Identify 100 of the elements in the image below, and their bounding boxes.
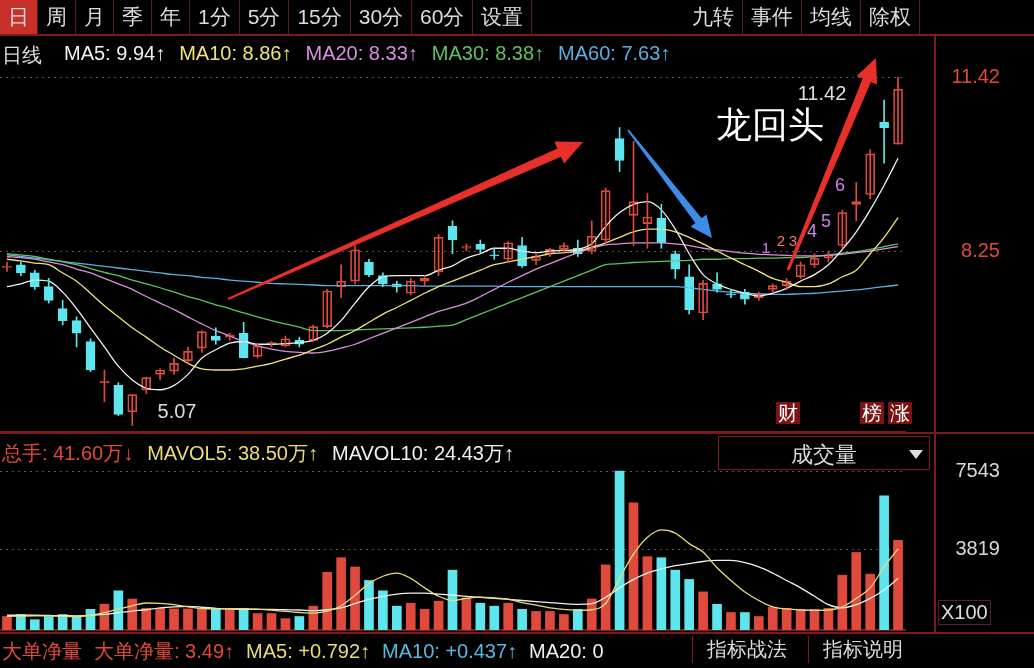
bar: [224, 608, 235, 630]
bar: [586, 598, 597, 630]
text: 30分: [350, 0, 413, 34]
bar: [893, 539, 903, 630]
text: X100: [938, 600, 991, 625]
text: 60分: [412, 0, 474, 34]
text: 九转: [684, 0, 743, 34]
annotation: 11.42: [797, 82, 847, 104]
candlestick: [726, 289, 736, 298]
text: MA5: +0.792↑: [246, 639, 371, 663]
text: MA10: +0.437↑: [382, 639, 518, 663]
annotation: 6: [834, 175, 846, 196]
text: MA5: 9.94↑: [64, 42, 166, 66]
bar: [141, 607, 152, 630]
text: 设置: [473, 0, 533, 34]
bar: [767, 606, 778, 630]
text: MA10: 8.86↑: [179, 42, 292, 66]
text: 指标说明: [808, 636, 917, 663]
bar: [851, 552, 862, 630]
y-tick-label: 11.42: [951, 64, 1000, 87]
text: 大单净量: 3.49↑: [94, 638, 235, 664]
annotation: 5.07: [157, 400, 197, 422]
bar: [29, 619, 40, 630]
bar: [155, 607, 165, 630]
bar: [197, 609, 207, 630]
bar: [43, 616, 54, 630]
text: 15分: [289, 0, 351, 34]
text: 大单净量: [2, 638, 82, 664]
annotation: 成交量: [791, 441, 857, 469]
bar: [350, 566, 360, 630]
bar: [698, 591, 708, 630]
bar: [169, 608, 179, 630]
bar: [684, 579, 695, 630]
y-tick-label: 8.25: [961, 238, 1000, 261]
text: MAVOL10: 24.43万↑: [332, 441, 514, 466]
line-series: [6, 529, 899, 618]
bar: [266, 613, 277, 630]
annotation: 4: [806, 221, 818, 242]
bar: [183, 608, 193, 630]
bar: [280, 618, 291, 630]
text: 5分: [239, 0, 290, 34]
text: 日: [0, 0, 38, 34]
annotation: 3: [788, 231, 798, 250]
annotation: 龙回头: [716, 104, 824, 146]
bar: [475, 602, 486, 630]
bar: [503, 602, 514, 630]
bar: [712, 603, 722, 630]
annotation: 涨: [888, 402, 912, 424]
bar: [656, 557, 667, 630]
bar: [517, 609, 527, 630]
bar: [572, 609, 583, 630]
bar: [210, 607, 221, 630]
text: 周: [38, 0, 76, 34]
candlestick: [489, 247, 500, 260]
text: 均线: [802, 0, 861, 34]
annotation: 1: [761, 238, 771, 257]
bar: [419, 609, 430, 630]
bar: [740, 612, 750, 630]
annotation: 财: [776, 402, 800, 424]
annotation: 2: [776, 231, 786, 250]
bar: [364, 580, 374, 630]
text: MA30: 8.38↑: [431, 42, 545, 66]
text: 1分: [190, 0, 240, 34]
annotation: 榜: [860, 402, 884, 424]
text: 指标战法: [692, 636, 801, 663]
annotation: 5: [820, 211, 832, 232]
text: 总手: 41.60万↓: [2, 441, 134, 466]
text: 季: [114, 0, 152, 34]
bar: [628, 502, 639, 630]
bar: [489, 605, 500, 630]
text: MA20: 8.33↑: [305, 42, 418, 66]
bar: [879, 495, 889, 630]
bar: [405, 602, 416, 630]
text: 事件: [743, 0, 802, 34]
y-tick-label: 7543: [955, 458, 1000, 481]
y-tick-label: 3819: [955, 537, 1000, 560]
bar: [252, 613, 263, 630]
bar: [545, 611, 555, 630]
bar: [865, 573, 876, 630]
bar: [2, 616, 12, 630]
bar: [559, 614, 569, 630]
bar: [642, 556, 653, 630]
bar: [336, 557, 346, 630]
bar: [614, 470, 625, 630]
bar: [127, 598, 138, 630]
text: MA60: 7.63↑: [558, 42, 671, 66]
bar: [753, 616, 764, 630]
bar: [433, 600, 444, 630]
text: MA20: 0: [529, 639, 604, 663]
bar: [378, 590, 388, 630]
bar: [322, 571, 333, 630]
line-series: [6, 559, 899, 617]
bar: [294, 616, 305, 630]
bar: [670, 569, 681, 630]
bar: [391, 605, 402, 630]
text: 年: [152, 0, 190, 34]
text: MAVOL5: 38.50万↑: [147, 441, 318, 466]
bar: [531, 611, 541, 630]
text: 月: [76, 0, 114, 34]
text: 除权: [861, 0, 920, 34]
